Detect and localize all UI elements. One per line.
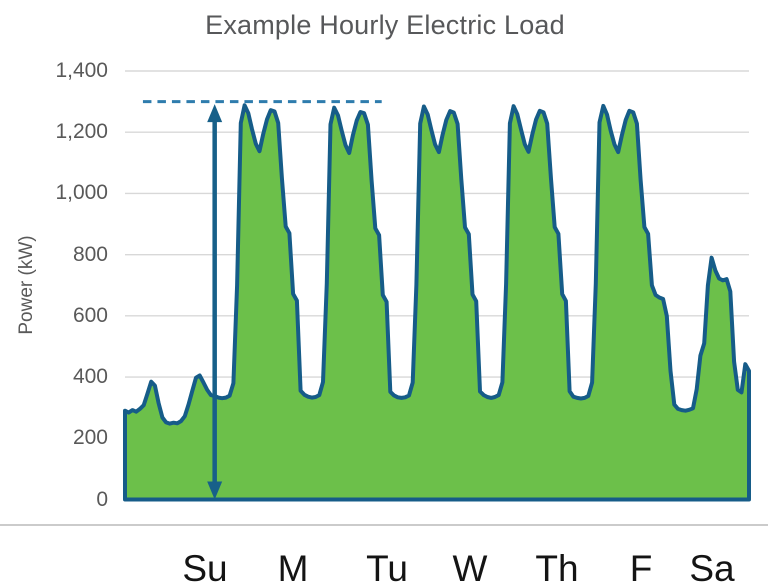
x-day-label: Tu [366, 548, 408, 588]
peak-arrowhead-down [207, 481, 223, 500]
y-tick-label: 800 [72, 242, 108, 266]
y-tick-label: 200 [72, 426, 108, 450]
y-tick-label: 400 [72, 365, 108, 389]
y-tick-label: 0 [96, 487, 108, 511]
separator-rule [0, 524, 768, 526]
x-day-label: M [277, 548, 309, 588]
chart-title: Example Hourly Electric Load [205, 10, 565, 40]
peak-arrowhead-up [207, 104, 223, 123]
x-day-label: W [452, 548, 488, 588]
x-day-label: F [629, 548, 653, 588]
load-area-series [123, 103, 751, 502]
x-day-label: Su [182, 548, 228, 588]
y-tick-label: 1,400 [55, 59, 108, 82]
x-day-label: Sa [689, 548, 735, 588]
x-day-label: Th [535, 548, 579, 588]
y-tick-label: 600 [72, 303, 108, 327]
peak-range-arrow [207, 104, 223, 500]
y-tick-label: 1,200 [55, 120, 108, 144]
y-tick-label: 1,000 [55, 181, 108, 205]
